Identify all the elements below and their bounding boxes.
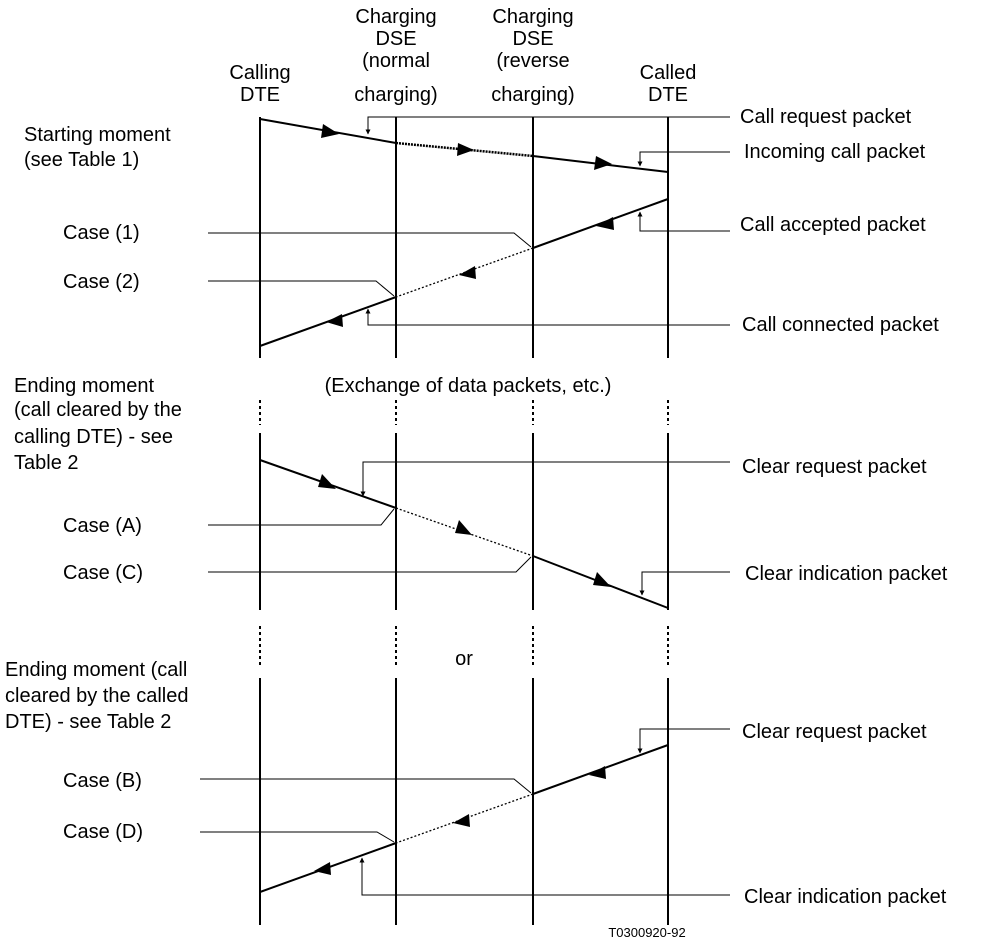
label-call-connected-packet: Call connected packet	[742, 314, 939, 336]
header-called-line-1: Called	[640, 62, 697, 84]
starting-line-1: Starting moment	[24, 124, 171, 146]
section-starting-moment: Starting moment (see Table 1)	[24, 124, 171, 171]
ending-called-line-1: Ending moment (call	[5, 659, 187, 681]
arrowhead-clear-indication-2a	[453, 814, 470, 827]
header-called-line-2: DTE	[648, 84, 688, 106]
figure-code: T0300920-92	[608, 925, 685, 940]
label-clear-request-packet-1: Clear request packet	[742, 456, 927, 478]
arrowhead-clear-request-1	[318, 474, 336, 489]
header-calling-dte: Calling DTE	[229, 62, 290, 106]
message-incoming-call	[395, 141, 669, 173]
leader-case-c	[208, 556, 532, 573]
note-or: or	[455, 648, 473, 670]
message-call-accepted	[532, 198, 669, 249]
label-clear-indication-packet-2: Clear indication packet	[744, 886, 947, 908]
arrowhead-clear-indication-1b	[593, 572, 611, 587]
header-dse-reverse: Charging DSE (reverse charging)	[491, 6, 574, 106]
leader-incoming-call	[637, 151, 730, 167]
note-exchange-of-data: (Exchange of data packets, etc.)	[325, 375, 612, 397]
leader-clear-request-2	[637, 728, 730, 754]
label-clear-request-packet-2: Clear request packet	[742, 721, 927, 743]
leader-call-request	[365, 116, 730, 135]
label-call-request-packet: Call request packet	[740, 106, 912, 128]
arrowhead-clear-indication-2b	[314, 862, 331, 875]
section-ending-called: Ending moment (call cleared by the calle…	[5, 659, 188, 733]
leader-case-b	[200, 778, 532, 794]
message-clear-indication-1	[395, 507, 669, 609]
lifelines	[259, 117, 669, 925]
header-dse-normal-line-4: charging)	[354, 84, 437, 106]
leader-call-connected	[365, 308, 730, 326]
leader-call-accepted	[637, 211, 730, 232]
ending-called-line-2: cleared by the called	[5, 685, 188, 707]
header-calling-line-2: DTE	[240, 84, 280, 106]
header-dse-reverse-line-3: (reverse	[496, 50, 569, 72]
label-case-a: Case (A)	[63, 515, 142, 537]
header-dse-reverse-line-4: charging)	[491, 84, 574, 106]
leader-clear-indication-2	[359, 857, 730, 896]
message-clear-request-1	[259, 459, 397, 509]
arrowhead-incoming-call-2	[594, 156, 612, 170]
section-ending-calling: Ending moment (call cleared by the calli…	[14, 375, 182, 474]
header-dse-normal-line-1: Charging	[355, 6, 436, 28]
label-incoming-call-packet: Incoming call packet	[744, 141, 926, 163]
label-case-b: Case (B)	[63, 770, 142, 792]
leader-case-1	[208, 232, 532, 248]
leader-case-a	[208, 508, 395, 526]
label-clear-indication-packet-1: Clear indication packet	[745, 563, 948, 585]
arrowhead-call-connected-2	[326, 314, 343, 327]
label-case-c: Case (C)	[63, 562, 143, 584]
message-call-request	[259, 118, 397, 144]
arrowhead-call-request-1	[321, 124, 339, 138]
label-call-accepted-packet: Call accepted packet	[740, 214, 926, 236]
arrowhead-call-accepted-1	[596, 217, 614, 230]
arrowhead-incoming-call-1	[457, 143, 474, 156]
ending-called-line-3: DTE) - see Table 2	[5, 711, 171, 733]
arrowhead-call-connected-1	[459, 266, 476, 279]
label-case-2: Case (2)	[63, 271, 140, 293]
arrowhead-clear-request-2	[589, 766, 606, 779]
message-clear-indication-2	[259, 793, 534, 893]
ending-calling-line-1: Ending moment	[14, 375, 155, 397]
leader-clear-request-1	[360, 461, 730, 497]
header-dse-normal-line-2: DSE	[375, 28, 416, 50]
header-dse-normal-line-3: (normal	[362, 50, 430, 72]
header-called-dte: Called DTE	[640, 62, 697, 106]
message-call-connected	[259, 247, 534, 347]
ending-calling-line-3: calling DTE) - see	[14, 426, 173, 448]
header-dse-reverse-line-2: DSE	[512, 28, 553, 50]
leader-case-d	[200, 831, 395, 843]
arrowhead-clear-indication-1a	[455, 520, 472, 535]
call-accepted-solid	[532, 198, 669, 249]
header-dse-reverse-line-1: Charging	[492, 6, 573, 28]
header-dse-normal: Charging DSE (normal charging)	[354, 6, 437, 106]
starting-line-2: (see Table 1)	[24, 149, 139, 171]
packet-leaders	[359, 116, 730, 896]
leader-clear-indication-1	[639, 571, 730, 596]
incoming-call-dotted	[395, 141, 534, 158]
case-leaders	[200, 232, 532, 843]
label-case-d: Case (D)	[63, 821, 143, 843]
ending-calling-line-2: (call cleared by the	[14, 399, 182, 421]
label-case-1: Case (1)	[63, 222, 140, 244]
header-calling-line-1: Calling	[229, 62, 290, 84]
leader-case-2	[208, 280, 395, 297]
message-clear-request-2	[532, 744, 669, 795]
ending-calling-line-4: Table 2	[14, 452, 79, 474]
